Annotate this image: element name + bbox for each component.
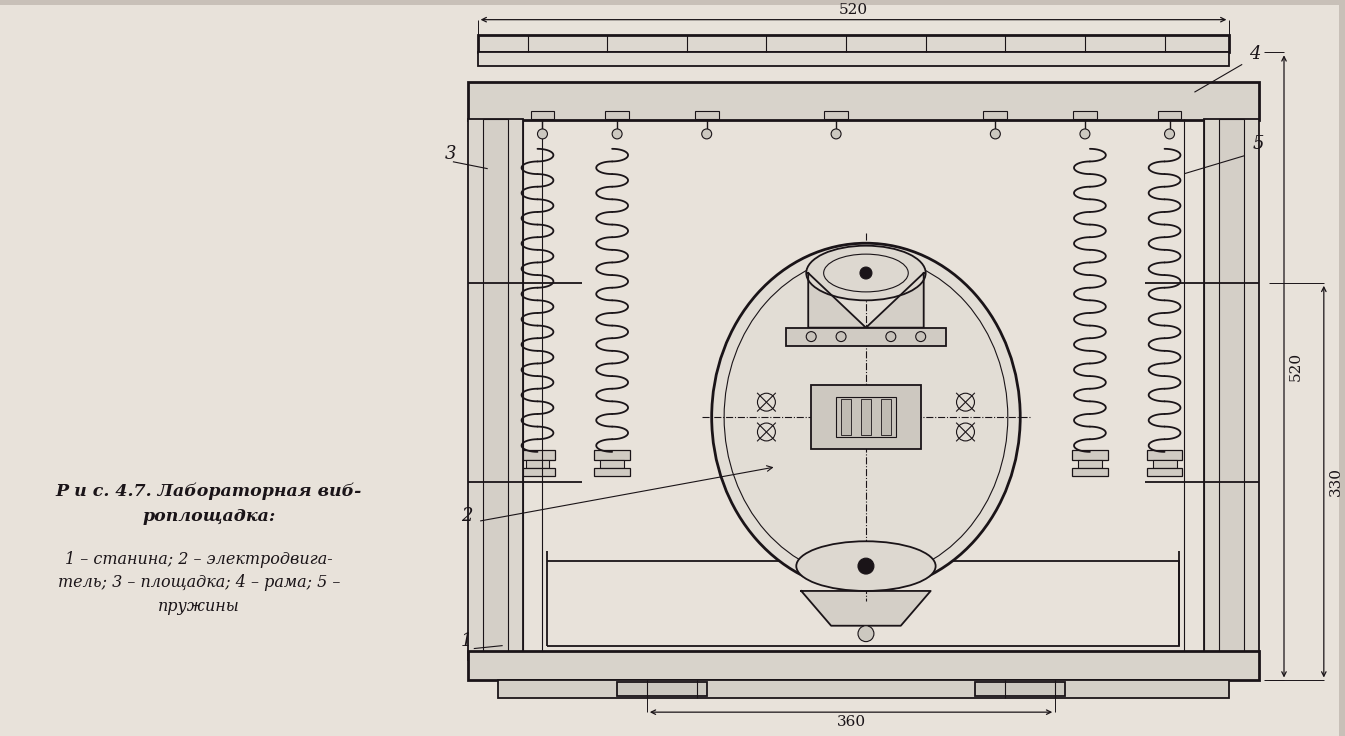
Bar: [975, 682, 1065, 696]
Text: 520: 520: [1289, 352, 1303, 381]
Bar: [824, 111, 849, 119]
Bar: [526, 460, 550, 468]
Text: тель; 3 – площадка; 4 – рама; 5 –: тель; 3 – площадка; 4 – рама; 5 –: [58, 575, 340, 592]
Bar: [787, 328, 946, 345]
Polygon shape: [802, 591, 931, 626]
Bar: [1147, 468, 1182, 475]
Bar: [468, 651, 1259, 680]
Circle shape: [702, 129, 712, 139]
Text: роплощадка:: роплощадка:: [143, 508, 276, 525]
Bar: [594, 468, 629, 475]
Text: 1: 1: [461, 631, 472, 650]
Circle shape: [1165, 129, 1174, 139]
Bar: [519, 450, 555, 460]
Bar: [605, 111, 629, 119]
Bar: [468, 119, 523, 660]
Text: 1 – станина; 2 – электродвига-: 1 – станина; 2 – электродвига-: [66, 551, 332, 567]
Circle shape: [837, 332, 846, 342]
Text: пружины: пружины: [159, 598, 239, 615]
Bar: [1153, 460, 1177, 468]
Circle shape: [858, 626, 874, 642]
Bar: [1158, 111, 1181, 119]
Circle shape: [990, 129, 1001, 139]
Text: 2: 2: [461, 507, 472, 526]
Ellipse shape: [796, 541, 936, 591]
Bar: [695, 111, 718, 119]
Circle shape: [859, 267, 872, 279]
Ellipse shape: [712, 243, 1021, 591]
Bar: [519, 468, 555, 475]
Bar: [1072, 450, 1108, 460]
Bar: [837, 397, 896, 437]
Circle shape: [858, 558, 874, 574]
Text: Р и с. 4.7. Лабораторная виб-: Р и с. 4.7. Лабораторная виб-: [56, 483, 362, 500]
Bar: [861, 399, 872, 435]
Text: 3: 3: [445, 145, 456, 163]
Circle shape: [612, 129, 623, 139]
Ellipse shape: [806, 246, 925, 300]
Bar: [530, 111, 554, 119]
Text: 330: 330: [1329, 467, 1342, 496]
Bar: [594, 450, 629, 460]
Circle shape: [1080, 129, 1089, 139]
Bar: [1147, 450, 1182, 460]
Text: 520: 520: [839, 3, 868, 17]
Circle shape: [886, 332, 896, 342]
Text: 4: 4: [1250, 46, 1260, 63]
Bar: [600, 460, 624, 468]
Circle shape: [916, 332, 925, 342]
Circle shape: [538, 129, 547, 139]
Polygon shape: [808, 273, 866, 328]
Bar: [983, 111, 1007, 119]
Bar: [468, 82, 1259, 120]
Bar: [498, 680, 1229, 698]
Polygon shape: [866, 273, 924, 328]
Text: 5: 5: [1252, 135, 1264, 153]
Bar: [477, 35, 1229, 52]
Bar: [1220, 119, 1244, 660]
Circle shape: [806, 332, 816, 342]
Bar: [841, 399, 851, 435]
Bar: [881, 399, 890, 435]
Circle shape: [831, 129, 841, 139]
Bar: [1073, 111, 1098, 119]
Bar: [811, 385, 921, 449]
Bar: [483, 119, 507, 660]
Bar: [477, 52, 1229, 66]
Bar: [1204, 119, 1259, 660]
Text: 360: 360: [837, 715, 866, 729]
Bar: [1072, 468, 1108, 475]
Bar: [1077, 460, 1102, 468]
Bar: [617, 682, 706, 696]
